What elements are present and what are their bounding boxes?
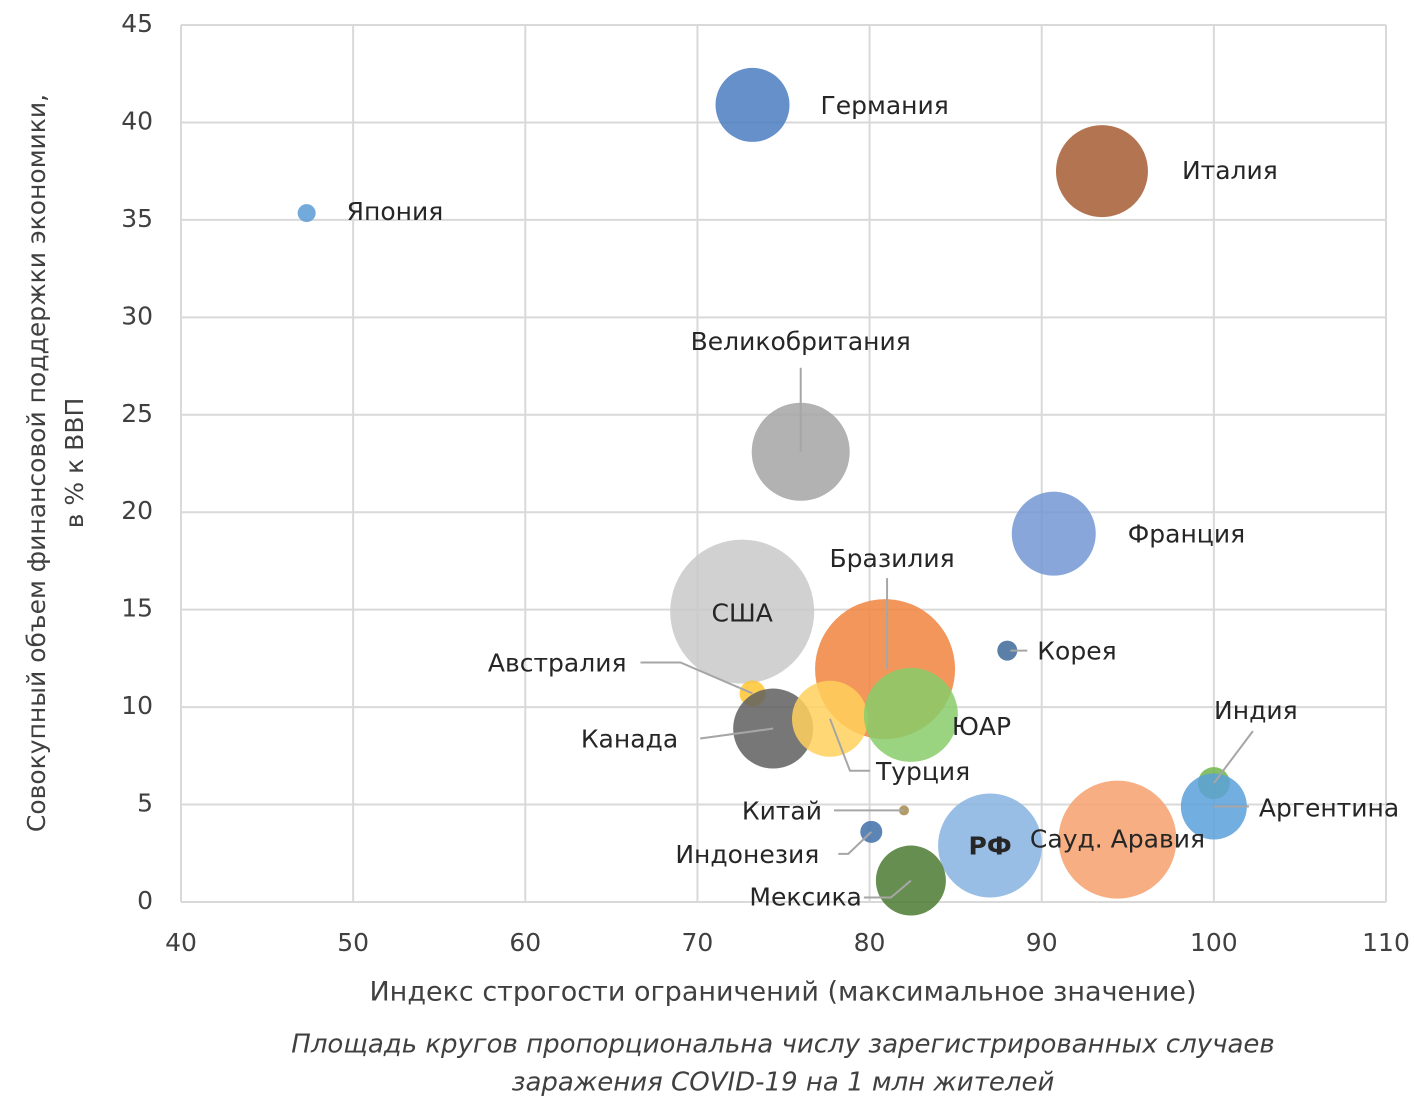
leader-line xyxy=(700,727,774,740)
x-tick-label: 100 xyxy=(1190,928,1238,957)
data-label: Индия xyxy=(1214,696,1298,725)
data-label: Корея xyxy=(1037,637,1116,666)
leader-line xyxy=(1213,730,1254,784)
leader-line xyxy=(863,879,912,899)
y-tick-label: 20 xyxy=(121,496,153,525)
data-label: Австралия xyxy=(488,648,627,677)
x-tick-label: 80 xyxy=(854,928,886,957)
data-label: США xyxy=(712,599,773,628)
data-label: Индонезия xyxy=(675,840,819,869)
bubble xyxy=(297,204,316,223)
data-label: РФ xyxy=(969,831,1012,860)
x-tick-label: 70 xyxy=(682,928,714,957)
x-tick-label: 40 xyxy=(165,928,197,957)
data-label: Бразилия xyxy=(829,544,954,573)
data-label: Турция xyxy=(875,757,970,786)
data-label: Мексика xyxy=(749,883,861,912)
y-tick-label: 40 xyxy=(121,106,153,135)
data-label: Италия xyxy=(1182,156,1278,185)
leader-line xyxy=(640,661,753,695)
y-tick-label: 25 xyxy=(121,399,153,428)
bubble xyxy=(938,793,1043,898)
y-tick-label: 35 xyxy=(121,204,153,233)
x-tick-label: 90 xyxy=(1026,928,1058,957)
data-label: ЮАР xyxy=(952,712,1011,741)
y-axis-label: Совокупный объем финансовой поддержки эк… xyxy=(22,94,51,832)
bubble xyxy=(715,67,790,142)
bubble xyxy=(670,539,815,684)
data-label: Япония xyxy=(347,197,444,226)
bubble xyxy=(1058,780,1177,899)
y-tick-label: 45 xyxy=(121,9,153,38)
bubble xyxy=(1055,125,1148,218)
data-label: Китай xyxy=(742,796,822,825)
y-tick-label: 5 xyxy=(137,789,153,818)
y-tick-label: 0 xyxy=(137,886,153,915)
x-axis-label: Индекс строгости ограничений (максимальн… xyxy=(369,977,1196,1008)
x-tick-label: 60 xyxy=(509,928,541,957)
x-tick-label: 50 xyxy=(337,928,369,957)
bubble xyxy=(997,640,1018,661)
data-label: Сауд. Аравия xyxy=(1030,825,1205,854)
note: Площадь кругов пропорциональна числу зар… xyxy=(291,1030,1274,1060)
bubble xyxy=(1011,491,1096,576)
y-tick-label: 10 xyxy=(121,691,153,720)
data-label: Канада xyxy=(581,725,678,754)
data-label: Великобритания xyxy=(691,327,911,356)
leader-line xyxy=(838,831,872,855)
note: заражения COVID-19 на 1 млн жителей xyxy=(512,1068,1055,1098)
bubble xyxy=(863,667,958,762)
data-label: Франция xyxy=(1128,520,1245,549)
y-tick-label: 15 xyxy=(121,594,153,623)
y-axis-label: в % к ВВП xyxy=(60,398,89,529)
y-tick-label: 30 xyxy=(121,301,153,330)
x-tick-label: 110 xyxy=(1362,928,1410,957)
leader-line xyxy=(829,718,870,772)
data-label: Аргентина xyxy=(1259,794,1399,823)
data-label: Германия xyxy=(821,91,949,120)
